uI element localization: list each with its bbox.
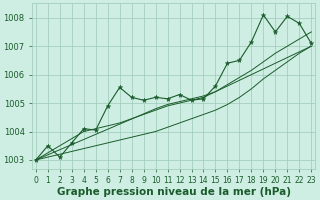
X-axis label: Graphe pression niveau de la mer (hPa): Graphe pression niveau de la mer (hPa) — [57, 187, 291, 197]
